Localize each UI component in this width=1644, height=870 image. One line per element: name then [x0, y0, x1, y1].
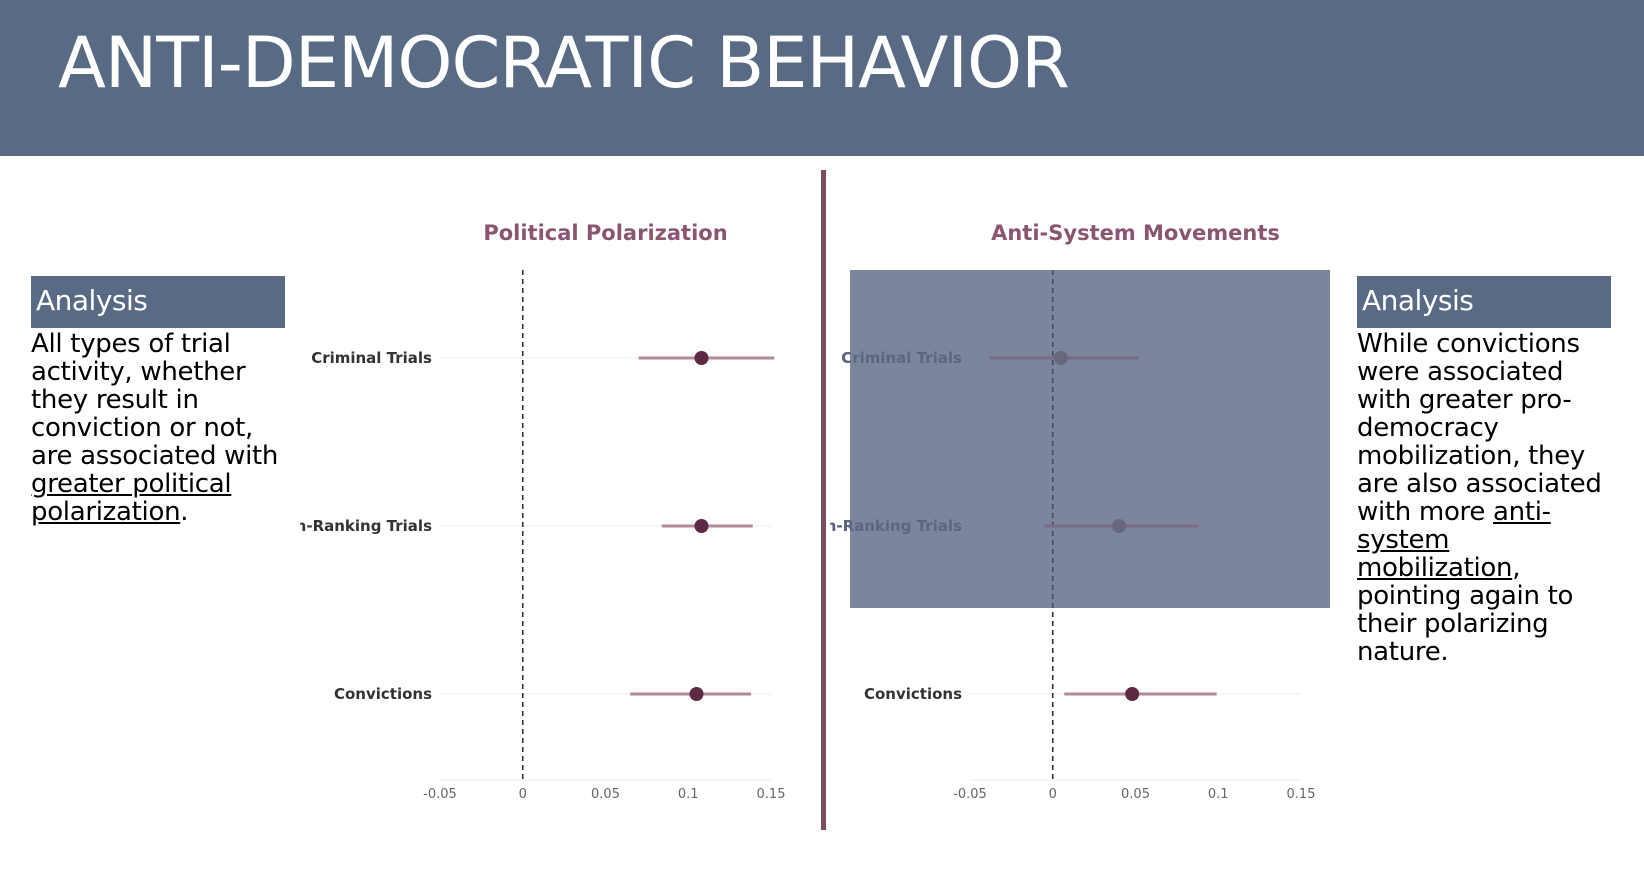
category-label: High-Ranking Trials	[300, 517, 432, 535]
point-estimate	[1125, 687, 1140, 701]
x-tick-label: 0.1	[1208, 787, 1229, 802]
point-estimate-overlay	[1111, 519, 1126, 533]
category-label-overlay: Criminal Trials	[841, 349, 962, 367]
category-label: Convictions	[334, 685, 432, 703]
panel-divider	[821, 170, 826, 830]
point-estimate-overlay	[1054, 351, 1069, 365]
x-tick-label: 0.05	[591, 787, 620, 802]
right-analysis-emphasis: anti-system mobilization	[1357, 497, 1551, 583]
right-analysis-text-before: While convictions were associated with g…	[1357, 329, 1602, 527]
right-analysis-text: While convictions were associated with g…	[1357, 330, 1611, 666]
point-estimate	[694, 351, 709, 365]
left-analysis-text-before: All types of trial activity, whether the…	[31, 329, 279, 471]
x-tick-label: 0.05	[1121, 787, 1150, 802]
anti-system-movements-chart: Anti-System Movements Criminal Trials High…	[830, 221, 1330, 802]
left-analysis-emphasis: greater political polarization	[31, 469, 232, 527]
x-tick-label: 0	[1049, 787, 1057, 802]
x-tick-label: 0.15	[757, 787, 786, 802]
header-banner: ANTI-DEMOCRATIC BEHAVIOR	[0, 0, 1644, 156]
point-estimate	[694, 519, 709, 533]
chart-title: Anti-System Movements	[991, 221, 1280, 245]
category-label: Criminal Trials	[311, 349, 432, 367]
x-tick-label: -0.05	[953, 787, 987, 802]
left-analysis-title: Analysis	[31, 276, 285, 328]
right-analysis-text-after: , pointing again to their polarizing nat…	[1357, 553, 1574, 667]
page-title: ANTI-DEMOCRATIC BEHAVIOR	[58, 22, 1070, 104]
left-analysis-panel: Analysis All types of trial activity, wh…	[31, 276, 285, 526]
point-estimate	[689, 687, 704, 701]
category-label-overlay: High-Ranking Trials	[830, 517, 962, 535]
x-tick-label: 0.1	[678, 787, 699, 802]
category-label: Convictions	[864, 685, 962, 703]
x-tick-label: 0	[519, 787, 527, 802]
right-analysis-title: Analysis	[1357, 276, 1611, 328]
left-analysis-text: All types of trial activity, whether the…	[31, 330, 285, 526]
chart-title: Political Polarization	[483, 221, 727, 245]
political-polarization-chart: Political Polarization Criminal Trials Hig…	[300, 221, 786, 802]
x-tick-label: -0.05	[423, 787, 457, 802]
x-tick-label: 0.15	[1287, 787, 1316, 802]
right-analysis-panel: Analysis While convictions were associat…	[1357, 276, 1611, 666]
highlight-overlay	[850, 270, 1330, 608]
left-analysis-text-after: .	[180, 497, 189, 527]
